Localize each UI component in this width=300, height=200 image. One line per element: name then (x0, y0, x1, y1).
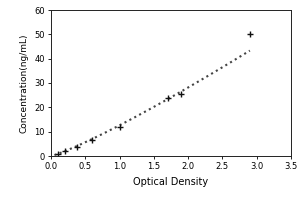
X-axis label: Optical Density: Optical Density (134, 177, 208, 187)
Y-axis label: Concentration(ng/mL): Concentration(ng/mL) (20, 33, 28, 133)
